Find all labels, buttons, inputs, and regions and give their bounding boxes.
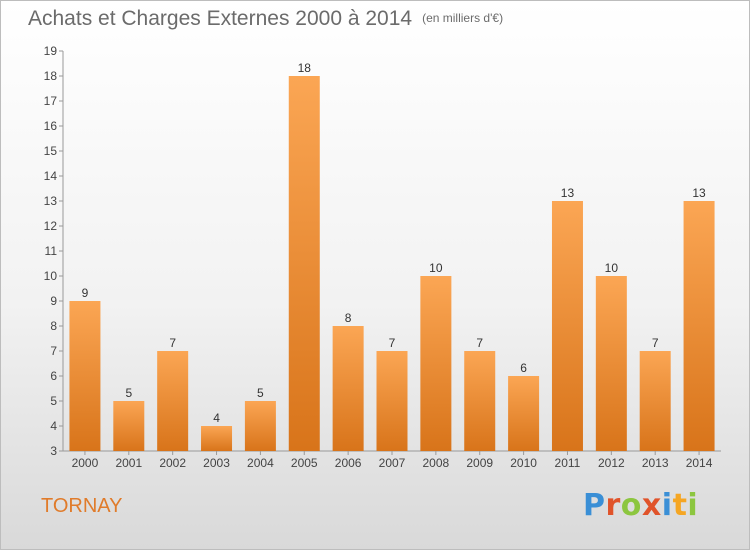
x-tick-label: 2012	[598, 456, 625, 470]
bar	[683, 201, 715, 451]
logo-letter: P	[583, 488, 606, 523]
y-tick-label: 10	[44, 269, 58, 283]
logo-letter: r	[605, 488, 621, 523]
bar-value-label: 7	[169, 336, 176, 350]
x-tick-label: 2011	[555, 456, 581, 470]
x-tick-label: 2001	[115, 456, 142, 470]
bar	[157, 351, 189, 451]
bar-value-label: 18	[298, 61, 312, 75]
x-tick-label: 2007	[379, 456, 406, 470]
bar-value-label: 13	[561, 186, 575, 200]
x-tick-label: 2009	[466, 456, 493, 470]
y-tick-label: 19	[44, 44, 58, 58]
chart-bars	[69, 76, 715, 451]
bar-value-label: 6	[520, 361, 527, 375]
y-tick-label: 11	[45, 244, 58, 258]
logo-letter: i	[687, 488, 699, 523]
bar-value-label: 7	[476, 336, 483, 350]
bar-value-label: 9	[82, 286, 89, 300]
y-tick-label: 13	[44, 194, 58, 208]
y-tick-label: 16	[44, 119, 58, 133]
bar-value-label: 10	[429, 261, 443, 275]
y-tick-label: 17	[44, 94, 58, 108]
x-tick-label: 2014	[686, 456, 713, 470]
logo-letter: t	[672, 488, 688, 523]
x-tick-label: 2008	[423, 456, 450, 470]
x-tick-label: 2006	[335, 456, 362, 470]
x-tick-label: 2000	[72, 456, 99, 470]
town-name: TORNAY	[41, 495, 123, 517]
bar	[639, 351, 671, 451]
bar	[508, 376, 540, 451]
bar-value-label: 5	[257, 386, 264, 400]
chart-title: Achats et Charges Externes 2000 à 2014 (e…	[28, 7, 503, 31]
x-tick-label: 2010	[510, 456, 537, 470]
bar	[69, 301, 101, 451]
bar	[551, 201, 583, 451]
y-tick-label: 18	[44, 69, 58, 83]
bar	[288, 76, 320, 451]
logo-letter: i	[661, 488, 673, 523]
logo-letter: o	[620, 488, 642, 523]
bar	[376, 351, 408, 451]
bar	[201, 426, 233, 451]
bar	[420, 276, 452, 451]
y-tick-label: 14	[44, 169, 58, 183]
bar-value-label: 4	[213, 411, 220, 425]
logo-letter: x	[641, 488, 662, 523]
y-tick-label: 9	[50, 294, 57, 308]
bar-value-label: 10	[605, 261, 619, 275]
y-tick-label: 7	[50, 344, 57, 358]
bar-value-label: 8	[345, 311, 352, 325]
proxiti-logo: Proxiti	[583, 488, 698, 523]
bar-value-label: 13	[692, 186, 706, 200]
x-tick-label: 2005	[291, 456, 318, 470]
y-tick-label: 12	[44, 219, 58, 233]
y-tick-label: 8	[50, 319, 57, 333]
x-tick-label: 2013	[642, 456, 669, 470]
bar	[244, 401, 276, 451]
x-tick-label: 2004	[247, 456, 274, 470]
bar-value-label: 5	[125, 386, 132, 400]
chart-unit: (en milliers d'€)	[422, 11, 504, 25]
chart-title-text: Achats et Charges Externes 2000 à 2014	[28, 7, 413, 30]
y-tick-label: 15	[44, 144, 58, 158]
bar	[595, 276, 627, 451]
bar-value-label: 7	[652, 336, 659, 350]
y-tick-label: 3	[50, 444, 57, 458]
bar-value-label: 7	[389, 336, 396, 350]
y-tick-label: 6	[50, 369, 57, 383]
x-tick-label: 2003	[203, 456, 230, 470]
bar	[113, 401, 145, 451]
chart-labels: 9 5 7 4 5 18 8 7 10 7 6 13 10 7 13	[82, 61, 706, 425]
bar	[332, 326, 364, 451]
bar	[464, 351, 496, 451]
x-tick-label: 2002	[159, 456, 186, 470]
y-tick-label: 4	[50, 419, 57, 433]
y-tick-label: 5	[50, 394, 57, 408]
